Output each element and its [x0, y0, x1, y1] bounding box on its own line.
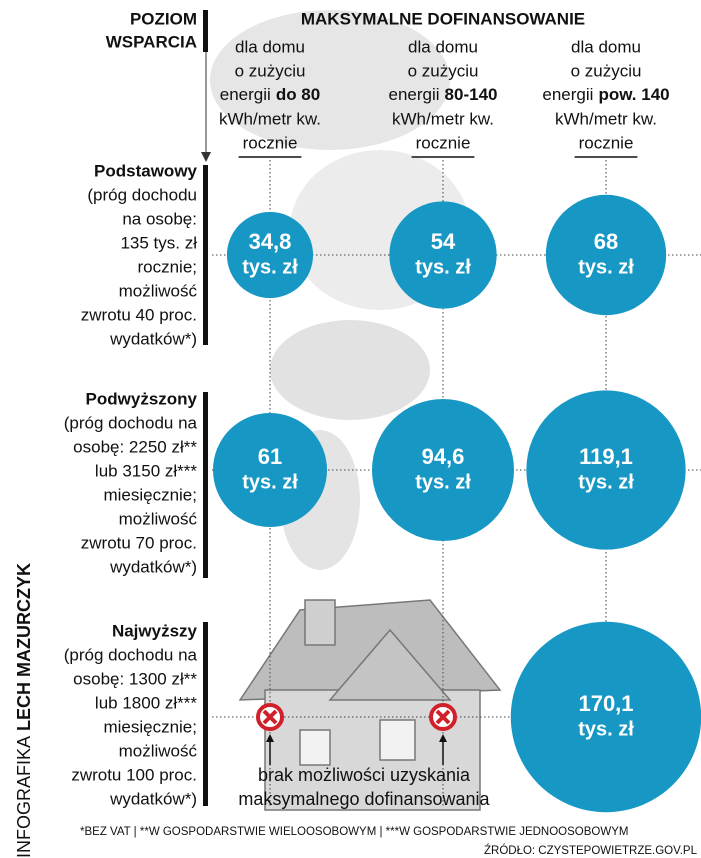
- column-text: dla domu: [571, 37, 641, 56]
- row-text: zwrotu 100 proc.: [71, 765, 197, 784]
- column-unit: kWh/metr kw.: [219, 109, 321, 128]
- funding-title: MAKSYMALNE DOFINANSOWANIE: [301, 9, 585, 28]
- energy-bold: pow. 140: [598, 85, 669, 104]
- row-text: osobę: 1300 zł**: [73, 669, 197, 688]
- amount-unit: tys. zł: [415, 471, 471, 493]
- row-text: możliwość: [119, 509, 198, 528]
- row-text: rocznie;: [137, 257, 197, 276]
- column-energy: energii pow. 140: [542, 85, 669, 104]
- row-text: miesięcznie;: [103, 717, 197, 736]
- footnotes: *BEZ VAT | **W GOSPODARSTWIE WIELOOSOBOW…: [80, 826, 628, 838]
- row-text: lub 1800 zł***: [95, 693, 197, 712]
- amount-label: 94,6: [422, 444, 465, 469]
- level-title: POZIOM: [130, 9, 197, 28]
- bar: [203, 392, 208, 578]
- amount-unit: tys. zł: [242, 256, 298, 278]
- credit: INFOGRAFIKA LECH MAZURCZYK: [14, 563, 34, 858]
- energy-prefix: energii: [220, 85, 271, 104]
- amount-label: 170,1: [578, 691, 633, 716]
- credit-name: LECH MAZURCZYK: [14, 563, 34, 731]
- row-text: możliwość: [119, 741, 198, 760]
- infographic: POZIOM WSPARCIA MAKSYMALNE DOFINANSOWANI…: [0, 0, 701, 858]
- energy-bold: do 80: [276, 85, 320, 104]
- row-text: na osobę:: [122, 209, 197, 228]
- amount-label: 61: [258, 444, 282, 469]
- amount-label: 119,1: [579, 444, 633, 469]
- row-text: zwrotu 40 proc.: [81, 305, 197, 324]
- column-text: dla domu: [235, 37, 305, 56]
- amount-unit: tys. zł: [578, 256, 634, 278]
- bar: [203, 10, 208, 52]
- row-text: wydatków*): [109, 557, 197, 576]
- amount-label: 68: [594, 229, 618, 254]
- row-text: (próg dochodu na: [64, 413, 198, 432]
- energy-prefix: energii: [542, 85, 593, 104]
- amount-bubble: [526, 390, 685, 549]
- column-unit: kWh/metr kw.: [555, 109, 657, 128]
- amount-label: 34,8: [249, 229, 292, 254]
- arrow-head: [201, 152, 211, 162]
- unavailable-note: maksymalnego dofinansowania: [238, 789, 490, 809]
- level-title: WSPARCIA: [106, 32, 197, 51]
- column-period: rocznie: [416, 133, 471, 152]
- amount-unit: tys. zł: [578, 471, 634, 493]
- bar: [203, 622, 208, 806]
- bar: [203, 165, 208, 345]
- amount-unit: tys. zł: [242, 471, 298, 493]
- column-energy: energii do 80: [220, 85, 320, 104]
- row-title: Podstawowy: [94, 161, 198, 180]
- row-text: możliwość: [119, 281, 198, 300]
- column-text: o zużyciu: [571, 61, 642, 80]
- amount-bubble: [389, 201, 496, 308]
- column-text: o zużyciu: [235, 61, 306, 80]
- row-text: lub 3150 zł***: [95, 461, 197, 480]
- row-title: Podwyższony: [86, 389, 198, 408]
- column-period: rocznie: [579, 133, 634, 152]
- energy-bold: 80-140: [445, 85, 498, 104]
- unavailable-note: brak możliwości uzyskania: [258, 765, 471, 785]
- credit-prefix: INFOGRAFIKA: [14, 736, 34, 858]
- row-text: miesięcznie;: [103, 485, 197, 504]
- row-text: wydatków*): [109, 789, 197, 808]
- row-text: osobę: 2250 zł**: [73, 437, 197, 456]
- column-unit: kWh/metr kw.: [392, 109, 494, 128]
- energy-prefix: energii: [389, 85, 440, 104]
- row-text: 135 tys. zł: [120, 233, 197, 252]
- amount-bubble: [227, 212, 313, 298]
- amount-bubble: [372, 399, 514, 541]
- amount-label: 54: [431, 229, 456, 254]
- amount-bubble: [546, 195, 666, 315]
- column-text: dla domu: [408, 37, 478, 56]
- amount-bubble: [511, 622, 701, 812]
- row-text: wydatków*): [109, 329, 197, 348]
- row-text: (próg dochodu: [87, 185, 197, 204]
- amount-bubble: [213, 413, 327, 527]
- amount-unit: tys. zł: [415, 256, 471, 278]
- row-text: (próg dochodu na: [64, 645, 198, 664]
- amount-unit: tys. zł: [578, 718, 634, 740]
- column-period: rocznie: [243, 133, 298, 152]
- column-text: o zużyciu: [408, 61, 479, 80]
- row-title: Najwyższy: [112, 621, 198, 640]
- row-text: zwrotu 70 proc.: [81, 533, 197, 552]
- source: ŹRÓDŁO: CZYSTEPOWIETRZE.GOV.PL: [484, 844, 698, 857]
